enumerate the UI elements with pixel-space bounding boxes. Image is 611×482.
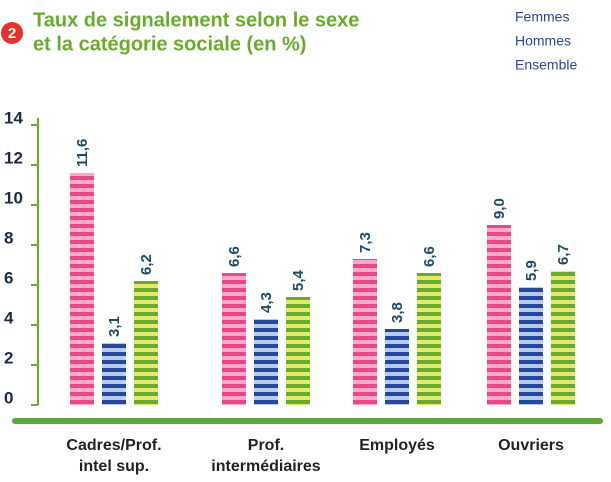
legend-label: Hommes <box>515 33 571 49</box>
value-label: 4,3 <box>258 292 275 313</box>
bar <box>102 343 126 405</box>
bar <box>222 273 246 405</box>
legend-label: Ensemble <box>515 57 577 73</box>
x-tick-label: intel sup. <box>79 458 149 475</box>
value-label: 9,0 <box>491 198 508 219</box>
y-tick-label: 6 <box>4 268 13 287</box>
value-label: 3,1 <box>106 316 123 337</box>
y-tick-label: 14 <box>4 108 23 127</box>
value-label: 6,7 <box>555 244 572 265</box>
bar <box>519 287 543 405</box>
value-label: 5,4 <box>290 269 307 291</box>
value-label: 6,2 <box>138 254 155 275</box>
legend-label: Femmes <box>515 9 569 25</box>
bar <box>487 225 511 405</box>
chart-title: Taux de signalement selon le sexe <box>33 9 359 31</box>
x-tick-label: Employés <box>359 437 435 454</box>
y-tick-label: 10 <box>4 188 23 207</box>
value-label: 3,8 <box>389 302 406 323</box>
y-tick-label: 0 <box>4 388 13 407</box>
y-tick-label: 12 <box>4 148 23 167</box>
y-tick-label: 8 <box>4 228 13 247</box>
value-label: 7,3 <box>357 232 374 253</box>
value-label: 6,6 <box>226 246 243 267</box>
value-label: 11,6 <box>74 139 91 167</box>
x-tick-label: Ouvriers <box>498 437 564 454</box>
chart-title: et la catégorie sociale (en %) <box>33 33 306 55</box>
bar <box>70 173 94 405</box>
bar <box>353 259 377 405</box>
x-tick-label: Cadres/Prof. <box>66 437 161 454</box>
y-tick-label: 2 <box>4 348 13 367</box>
x-tick-label: Prof. <box>248 437 284 454</box>
y-tick-label: 4 <box>4 308 14 327</box>
bar <box>385 329 409 405</box>
bar <box>551 271 575 405</box>
badge <box>1 22 23 44</box>
badge-number: 2 <box>8 25 16 42</box>
value-label: 5,9 <box>523 260 540 281</box>
bar <box>254 319 278 405</box>
x-tick-label: intermédiaires <box>211 458 320 475</box>
bar <box>417 273 441 405</box>
bar <box>286 297 310 405</box>
value-label: 6,6 <box>421 246 438 267</box>
bar <box>134 281 158 405</box>
